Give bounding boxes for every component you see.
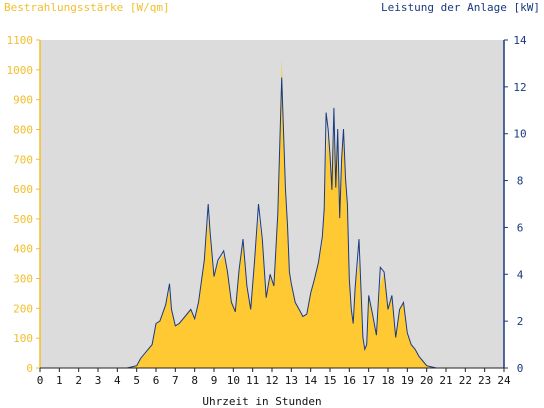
right-tick-label: 0 (517, 362, 524, 375)
right-tick-label: 8 (517, 175, 524, 188)
x-tick-label: 20 (420, 374, 433, 387)
right-tick-label: 2 (517, 315, 524, 328)
x-tick-label: 10 (227, 374, 240, 387)
x-tick-label: 0 (37, 374, 44, 387)
x-tick-label: 24 (497, 374, 511, 387)
x-tick-label: 19 (401, 374, 414, 387)
x-tick-label: 7 (172, 374, 179, 387)
left-tick-label: 700 (13, 153, 33, 166)
left-tick-label: 900 (13, 94, 33, 107)
x-tick-label: 14 (304, 374, 318, 387)
irradiance-area (40, 57, 504, 369)
left-tick-label: 400 (13, 243, 33, 256)
left-tick-label: 0 (26, 362, 33, 375)
x-tick-label: 4 (114, 374, 121, 387)
right-axis-title: Leistung der Anlage [kW] (381, 1, 540, 14)
x-tick-label: 12 (265, 374, 278, 387)
x-tick-label: 2 (75, 374, 82, 387)
x-tick-label: 16 (343, 374, 356, 387)
x-axis-label: Uhrzeit in Stunden (202, 395, 321, 408)
left-tick-label: 300 (13, 273, 33, 286)
x-tick-label: 6 (153, 374, 160, 387)
x-tick-label: 13 (285, 374, 298, 387)
x-tick-label: 22 (459, 374, 472, 387)
right-tick-label: 6 (517, 221, 524, 234)
left-tick-label: 200 (13, 302, 33, 315)
power-line (40, 77, 504, 369)
left-tick-label: 800 (13, 123, 33, 136)
left-tick-label: 500 (13, 213, 33, 226)
x-tick-label: 8 (191, 374, 198, 387)
x-tick-label: 9 (211, 374, 218, 387)
x-tick-label: 17 (362, 374, 375, 387)
x-tick-label: 3 (95, 374, 102, 387)
right-tick-label: 4 (517, 268, 524, 281)
left-axis-title: Bestrahlungsstärke [W/qm] (4, 1, 170, 14)
x-tick-label: 1 (56, 374, 63, 387)
x-tick-label: 11 (246, 374, 259, 387)
left-tick-label: 1000 (7, 64, 34, 77)
right-tick-label: 10 (513, 128, 526, 141)
x-axis-ticks: 0 1 2 3 4 5 6 7 8 9 10 11 12 13 14 15 16 17 18 19 20 21 22 23 24 (37, 368, 511, 387)
right-tick-label: 12 (513, 81, 526, 94)
left-axis-ticks: 0 100 200 300 400 500 600 700 800 900 1000 1100 (7, 34, 40, 375)
x-tick-label: 23 (478, 374, 491, 387)
x-tick-label: 21 (439, 374, 452, 387)
left-tick-label: 100 (13, 332, 33, 345)
left-tick-label: 1100 (7, 34, 34, 47)
x-tick-label: 5 (133, 374, 140, 387)
left-tick-label: 600 (13, 183, 33, 196)
x-tick-label: 15 (323, 374, 336, 387)
x-tick-label: 18 (381, 374, 394, 387)
right-tick-label: 14 (513, 34, 527, 47)
right-axis-ticks: 0 2 4 6 8 10 12 14 (504, 34, 527, 375)
